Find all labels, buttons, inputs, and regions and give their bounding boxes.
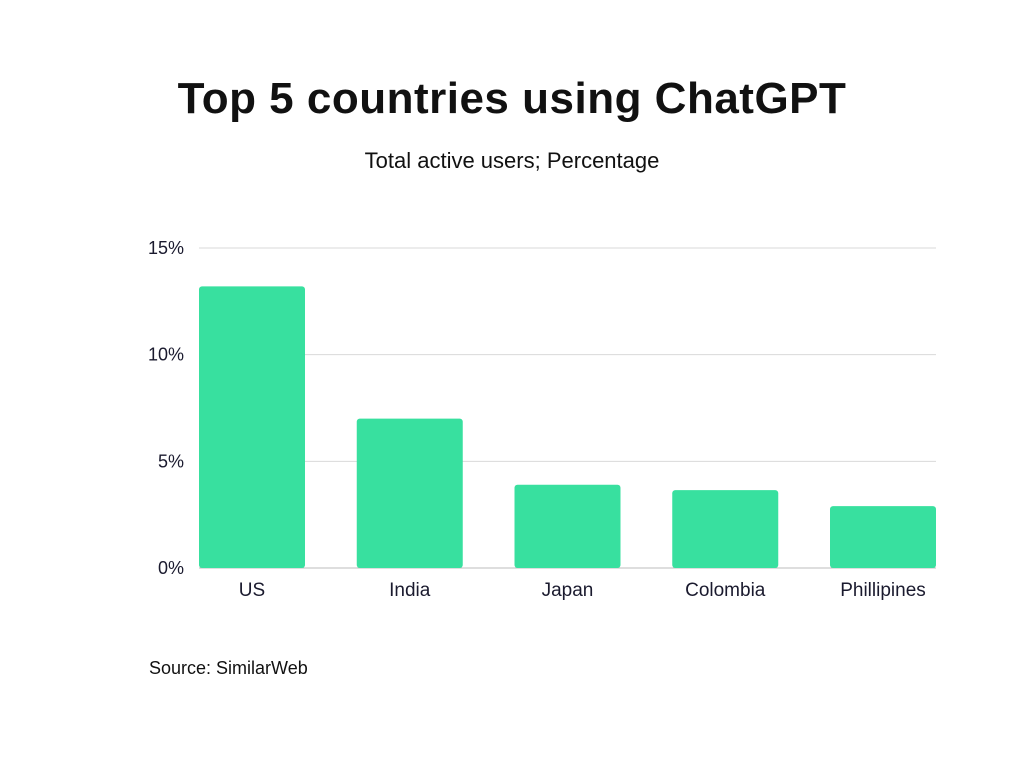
x-category-label: Phillipines xyxy=(840,580,926,601)
bar-us xyxy=(199,286,305,568)
y-axis-ticks: 0% 5% 10% 15% xyxy=(148,238,184,578)
x-category-label: Japan xyxy=(542,580,594,601)
chart-title: Top 5 countries using ChatGPT xyxy=(177,74,847,123)
x-category-label: India xyxy=(389,580,431,601)
bar-phillipines xyxy=(830,506,936,568)
x-category-label: Colombia xyxy=(685,580,766,601)
chart-subtitle: Total active users; Percentage xyxy=(364,148,660,173)
y-tick-label: 15% xyxy=(148,238,184,258)
bar-colombia xyxy=(672,490,779,568)
bar-india xyxy=(356,418,463,568)
y-tick-label: 10% xyxy=(148,345,184,365)
x-category-label: US xyxy=(239,580,265,601)
y-tick-label: 0% xyxy=(158,558,184,578)
bar-japan xyxy=(514,484,621,568)
y-tick-label: 5% xyxy=(158,451,184,471)
x-axis-labels: US India Japan Colombia Phillipines xyxy=(239,580,926,601)
source-note: Source: SimilarWeb xyxy=(149,658,308,678)
bars xyxy=(199,286,936,568)
